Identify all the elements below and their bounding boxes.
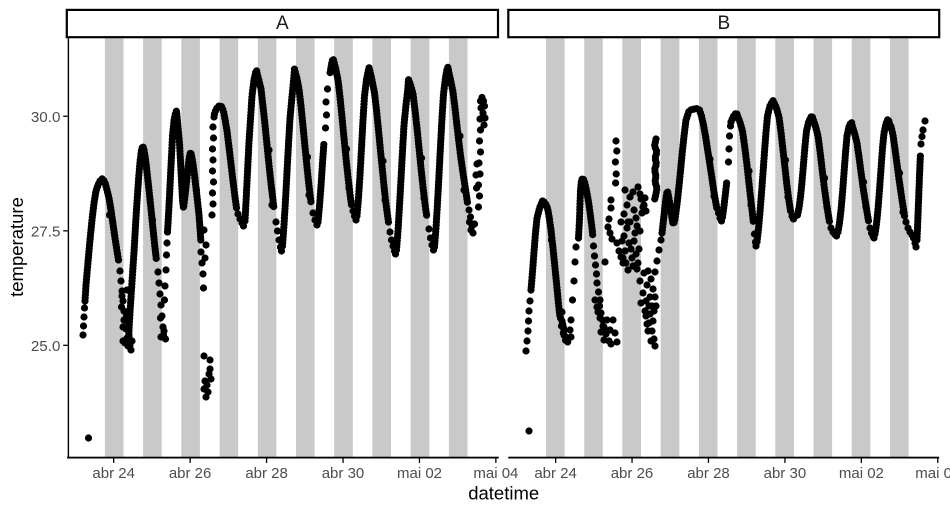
svg-text:abr 24: abr 24	[92, 465, 135, 482]
svg-text:27.5: 27.5	[31, 223, 61, 240]
svg-text:abr 26: abr 26	[611, 465, 654, 482]
svg-text:30.0: 30.0	[31, 109, 61, 126]
svg-text:abr 28: abr 28	[245, 465, 288, 482]
svg-text:A: A	[276, 13, 289, 34]
svg-text:abr 28: abr 28	[687, 465, 730, 482]
svg-text:abr 26: abr 26	[169, 465, 212, 482]
svg-text:25.0: 25.0	[31, 338, 61, 355]
svg-text:mai 04: mai 04	[915, 465, 950, 482]
svg-text:abr 30: abr 30	[764, 465, 807, 482]
svg-text:datetime: datetime	[468, 483, 539, 504]
svg-text:abr 30: abr 30	[322, 465, 365, 482]
svg-text:mai 02: mai 02	[839, 465, 884, 482]
svg-text:mai 04: mai 04	[473, 465, 518, 482]
svg-text:abr 24: abr 24	[534, 465, 577, 482]
svg-text:mai 02: mai 02	[397, 465, 442, 482]
svg-text:temperature: temperature	[6, 197, 27, 297]
svg-text:B: B	[717, 13, 730, 34]
